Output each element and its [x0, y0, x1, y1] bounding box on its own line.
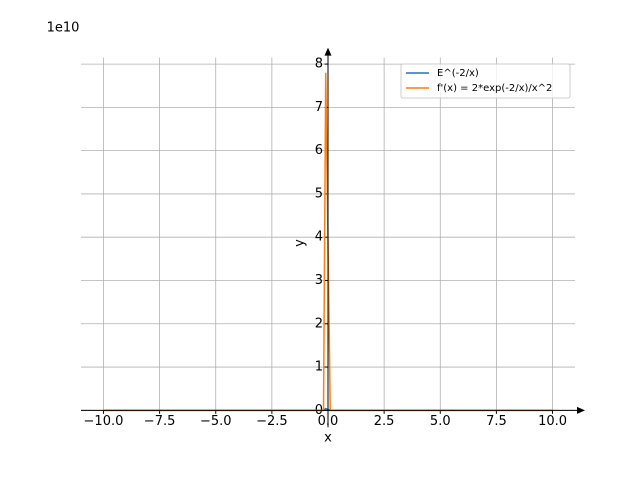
x-axis-arrow [577, 406, 585, 414]
offset-label: 1e10 [47, 21, 80, 36]
x-tick-label: −5.0 [200, 414, 232, 429]
x-tick-label: 7.5 [486, 414, 507, 429]
y-tick-label: 5 [315, 186, 323, 201]
y-tick-label: 2 [315, 316, 323, 331]
x-tick-label: 2.5 [374, 414, 395, 429]
y-tick-label: 3 [315, 273, 323, 288]
legend-box [400, 63, 571, 99]
legend-label: E^(-2/x) [437, 68, 479, 79]
y-tick-label: 6 [315, 143, 323, 158]
y-tick-label: 7 [315, 100, 323, 115]
x-tick-label: 10.0 [538, 414, 567, 429]
y-tick-label: 8 [315, 57, 323, 72]
y-tick-label: 4 [315, 230, 323, 245]
x-tick-label: −2.5 [256, 414, 288, 429]
x-tick-label: −10.0 [84, 414, 124, 429]
y-tick-label: 1 [315, 360, 323, 375]
x-axis-label: x [324, 431, 332, 446]
x-tick-label: −7.5 [144, 414, 176, 429]
x-tick-label: 5.0 [430, 414, 451, 429]
y-axis-label: y [293, 239, 308, 247]
legend-label: f'(x) = 2*exp(-2/x)/x^2 [437, 83, 552, 94]
y-axis-arrow [324, 47, 332, 56]
